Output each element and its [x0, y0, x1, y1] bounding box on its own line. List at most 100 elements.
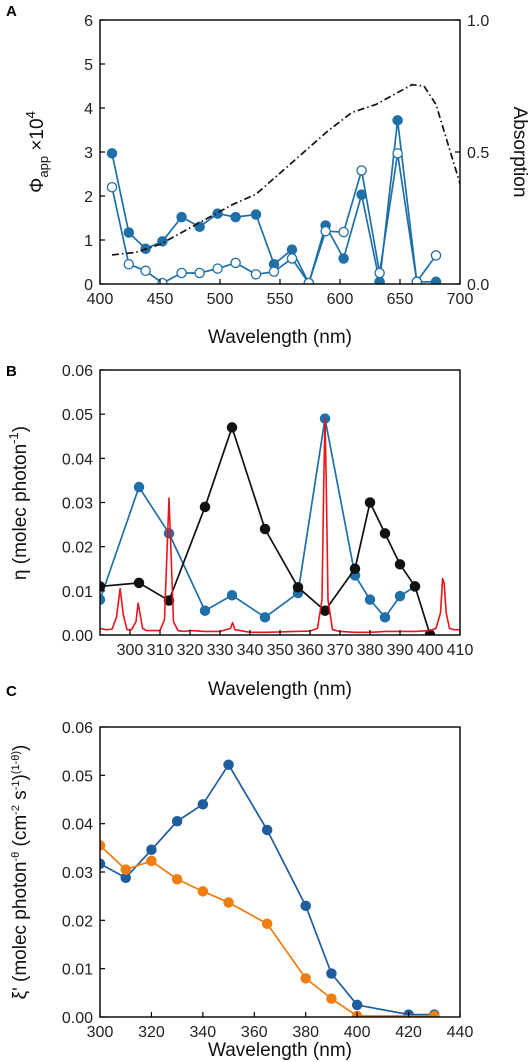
- panel-a-series-3-line: [111, 83, 460, 256]
- panel-b-series-1-point: [133, 481, 145, 493]
- panel-b-series-2-point: [163, 595, 175, 606]
- panel-a-y-tick-label: 3: [84, 145, 93, 162]
- panel-b-series-1-point: [199, 605, 211, 616]
- panel-c-x-tick-label: 380: [292, 1024, 319, 1041]
- panel-c-letter: C: [6, 683, 17, 700]
- panel-b-series-2-point: [379, 528, 391, 539]
- panel-c-x-ticks: 300 320 340 360 380 400 420 440: [87, 1012, 473, 1041]
- panel-c-x-tick-label: 320: [138, 1024, 165, 1041]
- panel-a-x-tick-label: 400: [87, 291, 114, 308]
- panel-c: C 300 320 340 360 380 400 420 440 0.000.010.020…: [6, 683, 473, 1061]
- panel-a-series-2-point: [212, 263, 223, 274]
- panel-c-series-2-point: [146, 855, 157, 867]
- panel-a-y-label: Φapp ×104: [23, 111, 51, 193]
- panel-c-series-2-point: [300, 973, 311, 984]
- panel-c-y-label: ξ' (molec photon-θ (cm-2 s-1)(1-θ)): [10, 745, 31, 1000]
- panel-b-series-2-point: [259, 523, 271, 535]
- panel-b-series-2-point: [133, 577, 145, 589]
- panel-b-series-2-point: [349, 563, 361, 575]
- panel-a-series-1-point: [250, 209, 262, 220]
- panel-a-series-2-point: [123, 258, 135, 270]
- panel-a-plot-area: [106, 83, 460, 284]
- panel-c-x-tick-label: 400: [344, 1024, 371, 1041]
- panel-a-series-2-point: [338, 226, 349, 238]
- panel-b-x-tick-label: 360: [297, 642, 324, 659]
- panel-a-y2-tick-label: 0.0: [467, 277, 489, 294]
- panel-a-y2-label: Absorption: [509, 107, 528, 198]
- panel-b: B 300 310 320 330 340 350 360 370 380 390 400 410 0…: [6, 363, 473, 700]
- panel-c-series-1-point: [300, 900, 311, 912]
- panel-b-series-1-point: [226, 590, 238, 601]
- panel-b-plot-area: [100, 413, 460, 635]
- panel-a-series-2-point: [392, 148, 403, 159]
- panel-a-x-tick-label: 600: [327, 291, 354, 308]
- panel-c-series-1-point: [171, 816, 183, 827]
- panel-c-frame: [99, 726, 461, 1018]
- panel-b-series-1-point: [394, 590, 406, 602]
- panel-a-series-1-point: [286, 244, 298, 255]
- panel-a-series-1-point: [230, 211, 241, 223]
- panel-a-series-2-point: [157, 277, 168, 284]
- panel-a-y-tick-label: 6: [84, 13, 93, 30]
- panel-b-y-tick-label: 0.02: [62, 540, 93, 557]
- panel-c-y-tick-label: 0.05: [62, 768, 93, 785]
- panel-b-series-1-point: [364, 594, 376, 605]
- panel-c-series-2-point: [223, 897, 234, 908]
- panel-a-x-tick-label: 550: [267, 291, 294, 308]
- panel-a-y-tick-label: 1: [84, 233, 93, 250]
- panel-a-x-tick-label: 650: [387, 291, 414, 308]
- panel-c-x-tick-label: 300: [87, 1024, 114, 1041]
- panel-b-x-tick-label: 400: [417, 642, 444, 659]
- panel-a-series-1-line: [111, 119, 436, 284]
- panel-a-y-tick-label: 4: [84, 101, 93, 118]
- panel-a-series-1-point: [374, 276, 385, 284]
- panel-a-series-2-point: [374, 267, 385, 279]
- panel-c-series-2-point: [326, 993, 337, 1004]
- panel-c-series-2-point: [197, 886, 209, 897]
- panel-a-series-2-point: [230, 257, 241, 269]
- panel-a-y-tick-label: 5: [84, 57, 93, 74]
- panel-a-y2-ticks: 0.0 0.5 1.0: [455, 13, 489, 294]
- panel-a-series-2-point: [106, 181, 118, 193]
- panel-c-x-tick-label: 360: [241, 1024, 268, 1041]
- panel-b-x-tick-label: 310: [147, 642, 174, 659]
- panel-b-x-tick-label: 380: [357, 642, 384, 659]
- panel-c-series-2-point: [261, 918, 273, 929]
- panel-b-x-tick-label: 350: [267, 642, 294, 659]
- panel-a-series-2-point: [430, 250, 442, 261]
- panel-a-series-1-point: [430, 276, 442, 284]
- panel-c-series-1-point: [261, 824, 273, 836]
- panel-c-y-tick-label: 0.06: [62, 720, 93, 737]
- panel-a-series-2-point: [320, 225, 331, 237]
- panel-c-plot-area: [100, 759, 440, 1017]
- panel-c-series-1-point: [223, 759, 234, 770]
- panel-b-series-2-point: [226, 422, 238, 433]
- panel-a-series-2-point: [140, 265, 151, 277]
- panel-b-y-tick-label: 0.04: [62, 451, 93, 468]
- panel-b-x-tick-label: 300: [117, 642, 144, 659]
- panel-a-series-2-point: [250, 269, 262, 280]
- panel-a-x-tick-label: 500: [207, 291, 234, 308]
- panel-a-series-2-point: [194, 267, 205, 279]
- panel-c-y-tick-label: 0.00: [62, 1010, 93, 1027]
- panel-c-series-1-line: [100, 763, 435, 1016]
- panel-b-series-1-point: [163, 528, 175, 539]
- panel-c-y-tick-label: 0.04: [62, 817, 93, 834]
- panel-c-series-2-line: [100, 844, 435, 1017]
- panel-a-series-2-point: [303, 277, 315, 284]
- panel-a: A 400 450 500 550 600 650 700 0 1 2 3 4 5 6 0.0 0.5 1.…: [6, 3, 528, 348]
- panel-b-series-1-point: [379, 612, 391, 623]
- panel-a-letter: A: [6, 3, 17, 20]
- panel-b-x-tick-label: 390: [387, 642, 414, 659]
- panel-a-x-tick-label: 450: [147, 291, 174, 308]
- panel-c-series-2-point: [171, 874, 183, 885]
- panel-a-series-1-point: [123, 227, 135, 238]
- panel-b-y-tick-label: 0.00: [62, 628, 93, 645]
- panel-a-series-1-point: [338, 253, 349, 264]
- panel-c-series-1-point: [351, 999, 363, 1011]
- panel-b-series-2-point: [292, 582, 304, 593]
- panel-c-series-1-point: [197, 799, 209, 810]
- panel-b-frame: [99, 369, 461, 636]
- panel-c-series-2-point: [120, 864, 131, 875]
- panel-a-series-1-point: [106, 148, 118, 159]
